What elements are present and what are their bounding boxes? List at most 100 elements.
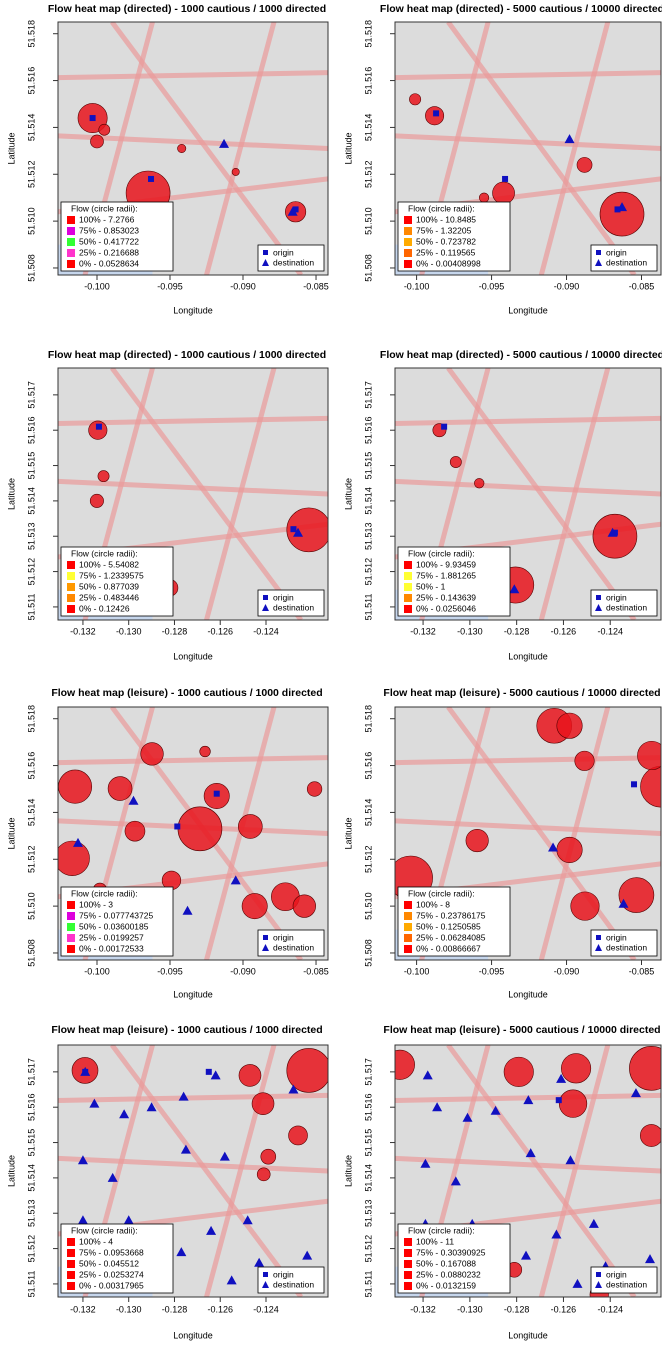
flow-circle [238, 814, 262, 838]
origin-marker [502, 176, 508, 182]
legend-label: 100% - 8 [416, 899, 450, 909]
legend-label: 0% - 0.00172533 [79, 943, 144, 953]
flow-circle [600, 192, 644, 236]
y-axis-label: Latitude [343, 817, 353, 849]
key-destination-label: destination [606, 942, 647, 952]
legend-swatch [404, 583, 412, 591]
x-axis-label: Longitude [173, 651, 213, 661]
y-tick-label: 51.508 [26, 254, 36, 282]
y-tick-label: 51.516 [26, 1093, 36, 1121]
legend-title: Flow (circle radii): [408, 1225, 475, 1235]
flow-circle [239, 1064, 261, 1086]
chart-title: Flow heat map (leisure) - 1000 cautious … [51, 1024, 322, 1036]
x-tick-label: -0.124 [253, 1304, 279, 1314]
key-destination-label: destination [273, 602, 314, 612]
key-origin-label: origin [273, 247, 294, 257]
y-tick-label: 51.516 [363, 1093, 373, 1121]
x-tick-label: -0.128 [504, 1304, 530, 1314]
key-origin-label: origin [606, 1269, 627, 1279]
y-tick-label: 51.514 [26, 114, 36, 142]
y-tick-label: 51.514 [26, 487, 36, 515]
legend-label: 100% - 10.8485 [416, 214, 476, 224]
key-origin-symbol [263, 595, 268, 600]
flow-circle [559, 1090, 587, 1118]
y-tick-label: 51.511 [26, 593, 36, 620]
chart-title: Flow heat map (directed) - 5000 cautious… [380, 349, 662, 361]
legend-swatch [404, 901, 412, 909]
flow-circle [252, 1093, 274, 1115]
x-tick-label: -0.090 [554, 281, 580, 291]
legend-swatch [404, 1238, 412, 1246]
legend-swatch [404, 572, 412, 580]
flow-circle [409, 94, 420, 105]
key-origin-label: origin [273, 1269, 294, 1279]
legend-swatch [67, 238, 75, 246]
legend-title: Flow (circle radii): [408, 888, 475, 898]
y-tick-label: 51.512 [26, 558, 36, 586]
x-axis-label: Longitude [508, 989, 548, 999]
key-origin-symbol [263, 250, 268, 255]
y-tick-label: 51.518 [363, 705, 373, 733]
legend-swatch [67, 901, 75, 909]
x-tick-label: -0.128 [162, 1304, 188, 1314]
key-destination-label: destination [273, 1279, 314, 1289]
x-tick-label: -0.132 [70, 1304, 96, 1314]
key-origin-label: origin [273, 932, 294, 942]
key-origin-symbol [596, 1272, 601, 1277]
legend-swatch [67, 216, 75, 224]
x-tick-label: -0.090 [554, 966, 580, 976]
origin-marker [290, 526, 296, 532]
y-tick-label: 51.513 [26, 1199, 36, 1227]
flow-circle [98, 471, 109, 482]
key-destination-label: destination [606, 257, 647, 267]
legend-label: 50% - 1 [416, 581, 446, 591]
y-tick-label: 51.508 [363, 254, 373, 282]
y-tick-label: 51.511 [26, 1270, 36, 1297]
key-origin-label: origin [273, 592, 294, 602]
x-tick-label: -0.100 [404, 281, 430, 291]
flow-circle [575, 751, 595, 771]
legend-label: 25% - 0.06284085 [416, 932, 486, 942]
legend-label: 75% - 1.32205 [416, 225, 472, 235]
legend-label: 75% - 0.853023 [79, 225, 139, 235]
y-tick-label: 51.510 [26, 207, 36, 235]
x-tick-label: -0.090 [230, 281, 256, 291]
flow-circle [125, 821, 145, 841]
legend-label: 0% - 0.0256046 [416, 603, 476, 613]
x-tick-label: -0.095 [157, 966, 183, 976]
y-tick-label: 51.510 [363, 892, 373, 920]
origin-marker [148, 176, 154, 182]
y-tick-label: 51.511 [363, 593, 373, 620]
y-tick-label: 51.514 [26, 799, 36, 827]
flow-circle [58, 770, 91, 803]
legend-label: 100% - 9.93459 [416, 559, 476, 569]
flow-circle [504, 1057, 533, 1086]
y-tick-label: 51.517 [26, 381, 36, 409]
y-tick-label: 51.512 [363, 161, 373, 189]
flow-circle [293, 895, 316, 918]
legend-swatch [67, 912, 75, 920]
chart-title: Flow heat map (leisure) - 1000 cautious … [51, 687, 322, 699]
x-tick-label: -0.130 [116, 1304, 142, 1314]
legend-label: 0% - 0.0528634 [79, 258, 139, 268]
legend-label: 25% - 0.0880232 [416, 1269, 481, 1279]
legend-label: 0% - 0.00408998 [416, 258, 481, 268]
chart-title: Flow heat map (directed) - 5000 cautious… [380, 3, 662, 15]
legend-swatch [404, 934, 412, 942]
x-tick-label: -0.128 [504, 626, 530, 636]
legend-title: Flow (circle radii): [71, 888, 138, 898]
y-tick-label: 51.515 [26, 1129, 36, 1157]
key-destination-label: destination [273, 942, 314, 952]
legend-label: 0% - 0.12426 [79, 603, 130, 613]
flow-circle [200, 746, 211, 757]
flow-circle [561, 1054, 590, 1083]
key-origin-label: origin [606, 247, 627, 257]
legend-swatch [67, 227, 75, 235]
y-tick-label: 51.516 [26, 416, 36, 444]
y-tick-label: 51.515 [363, 452, 373, 480]
x-tick-label: -0.126 [207, 1304, 233, 1314]
y-tick-label: 51.515 [363, 1129, 373, 1157]
legend-swatch [404, 561, 412, 569]
y-tick-label: 51.514 [363, 114, 373, 142]
legend-swatch [404, 249, 412, 257]
